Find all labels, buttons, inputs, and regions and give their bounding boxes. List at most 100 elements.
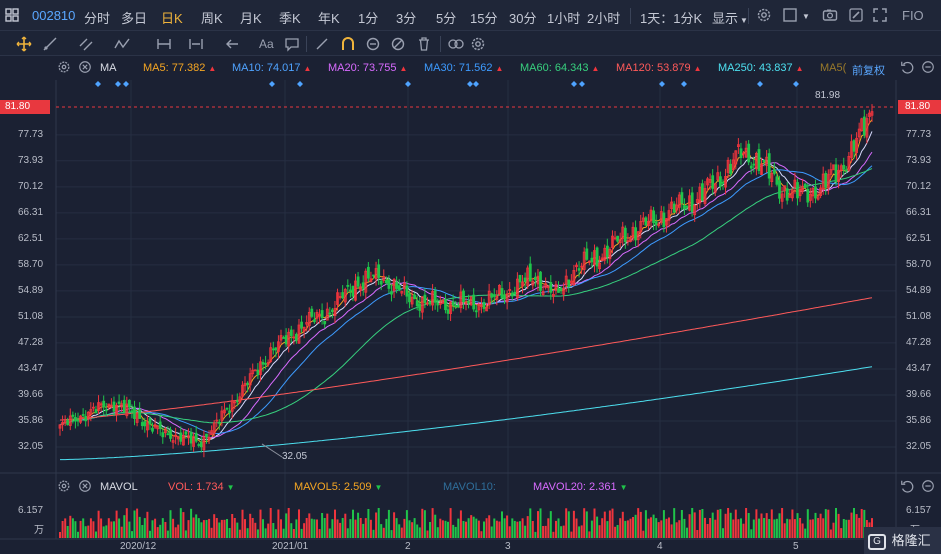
volume-bar (318, 529, 321, 538)
measure-tool-icon[interactable] (156, 36, 172, 52)
volume-bar (503, 518, 506, 538)
fullscreen-icon[interactable] (872, 7, 888, 23)
adjust-dropdown[interactable]: 前复权 (852, 62, 885, 78)
volume-bar (393, 512, 396, 538)
vol-undo-icon[interactable] (900, 479, 916, 495)
range-tool-icon[interactable] (188, 36, 204, 52)
period-yearly-k[interactable]: 年K (318, 11, 340, 26)
volume-bar (539, 508, 542, 538)
volume-bar (644, 510, 647, 538)
candle-body (318, 313, 322, 317)
text-tool-icon[interactable]: Aa (258, 35, 274, 51)
crosshair-icon[interactable] (16, 36, 32, 52)
volume-bar (272, 523, 275, 538)
candle-body (765, 156, 769, 166)
link-icon[interactable] (446, 36, 464, 52)
camera-icon[interactable] (822, 7, 838, 23)
candle-body (600, 257, 604, 262)
volume-bar (688, 514, 691, 538)
toolbar-settings-icon[interactable] (470, 36, 486, 52)
volume-bar (136, 508, 139, 538)
undo-icon[interactable] (900, 60, 916, 76)
candle-body (526, 267, 530, 286)
period-3min[interactable]: 3分 (396, 11, 417, 26)
candle-body (384, 279, 388, 284)
candle-body (724, 175, 727, 188)
period-quarterly-k[interactable]: 季K (279, 11, 301, 26)
grid-icon[interactable] (4, 7, 20, 23)
ma-settings-icon[interactable] (57, 60, 73, 76)
pen-tool-icon[interactable] (314, 36, 330, 52)
line-tool-icon[interactable] (42, 36, 58, 52)
edit-icon[interactable] (848, 7, 864, 23)
period-1hour[interactable]: 1小时 (547, 11, 581, 26)
mavol-label[interactable]: MAVOL (100, 481, 138, 493)
sync-icon[interactable] (365, 36, 381, 52)
volume-bar (683, 518, 686, 538)
comment-tool-icon[interactable] (284, 36, 300, 52)
period-daily-k[interactable]: 日K (161, 11, 183, 26)
hide-drawings-icon[interactable] (390, 36, 406, 52)
settings-icon[interactable] (756, 7, 772, 23)
volume-bar (488, 515, 491, 538)
x-label-apr: 4 (657, 541, 663, 552)
chevron-down-icon[interactable]: ▼ (802, 12, 810, 21)
candle-body (516, 278, 519, 299)
volume-bar (92, 521, 95, 538)
period-weekly-k[interactable]: 周K (201, 11, 223, 26)
kline-chart[interactable] (0, 80, 941, 554)
period-duori[interactable]: 多日 (121, 11, 148, 26)
period-1day-1min[interactable]: 1天：1分K (640, 11, 703, 26)
volume-bar (290, 523, 293, 538)
candle-body (431, 291, 435, 306)
period-15min[interactable]: 15分 (470, 11, 498, 26)
volume-bar (226, 519, 228, 538)
candle-body (61, 421, 64, 426)
volume-bar (524, 525, 527, 538)
channel-tool-icon[interactable] (78, 36, 94, 52)
vol-settings-icon[interactable] (57, 479, 73, 495)
candle-body (510, 292, 514, 297)
magnet-icon[interactable] (340, 36, 356, 52)
wave-tool-icon[interactable] (114, 36, 130, 52)
period-fenshi[interactable]: 分时 (84, 11, 111, 26)
candle-body (274, 347, 278, 351)
volume-bar (601, 518, 604, 538)
mavol5-value: MAVOL5: 2.509 ▼ (294, 481, 383, 493)
arrow-tool-icon[interactable] (224, 36, 240, 52)
candle-body (675, 204, 679, 211)
candle-body (256, 369, 260, 376)
vol-minus-icon[interactable] (921, 479, 937, 495)
ma-close-icon[interactable] (78, 60, 94, 76)
volume-bar (557, 518, 560, 538)
candle-body (220, 410, 224, 421)
volume-bar (860, 509, 863, 538)
candle-body (832, 164, 835, 171)
candle-body (773, 169, 776, 174)
vol-close-icon[interactable] (78, 479, 94, 495)
candle-body (343, 289, 347, 303)
candle-body (217, 421, 221, 424)
period-5min[interactable]: 5分 (436, 11, 457, 26)
period-2hour[interactable]: 2小时 (587, 11, 621, 26)
checkbox-icon[interactable] (782, 7, 798, 23)
stock-code[interactable]: 002810 (32, 8, 76, 23)
volume-bar (842, 519, 845, 538)
minus-icon[interactable] (921, 60, 937, 76)
volume-bar (205, 520, 208, 538)
candle-body (760, 163, 763, 175)
volume-bar (321, 513, 324, 538)
period-monthly-k[interactable]: 月K (240, 11, 262, 26)
display-dropdown[interactable]: 显示 ▼ (712, 11, 748, 26)
volume-bar (722, 528, 724, 538)
candle-body (726, 159, 730, 173)
volume-bar (781, 508, 784, 538)
trash-icon[interactable] (416, 36, 432, 52)
candle-body (415, 300, 419, 307)
period-1min[interactable]: 1分 (358, 11, 379, 26)
candle-body (238, 396, 242, 403)
candle-body (667, 210, 671, 221)
fio-label[interactable]: FIO (902, 8, 924, 23)
period-30min[interactable]: 30分 (509, 11, 537, 26)
ma-label[interactable]: MA (100, 62, 117, 74)
